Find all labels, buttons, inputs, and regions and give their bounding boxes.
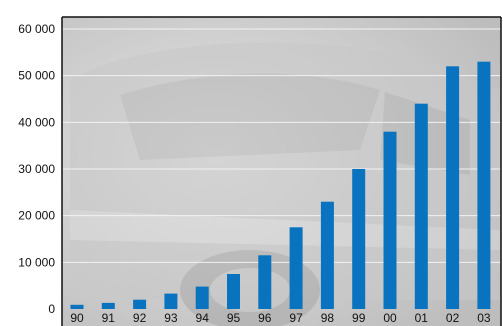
car-photo-background xyxy=(70,42,500,326)
y-tick-label: 30 000 xyxy=(18,162,55,176)
x-tick-label: 03 xyxy=(477,311,491,325)
bar-97 xyxy=(289,227,303,309)
grid xyxy=(62,28,501,263)
y-tick-label: 60 000 xyxy=(18,22,55,36)
x-axis: 90 91 92 93 94 95 96 97 98 99 00 01 02 03 xyxy=(70,311,491,325)
x-tick-label: 00 xyxy=(383,311,397,325)
bar-00 xyxy=(383,131,397,309)
x-tick-label: 02 xyxy=(446,311,460,325)
bar-90 xyxy=(70,304,84,309)
x-tick-label: 95 xyxy=(227,311,241,325)
bar-96 xyxy=(258,255,272,309)
y-tick-label: 40 000 xyxy=(18,115,55,129)
bar-95 xyxy=(227,274,240,309)
bar-03 xyxy=(477,61,491,310)
x-tick-label: 01 xyxy=(415,311,429,325)
x-tick-label: 93 xyxy=(164,311,178,325)
x-tick-label: 98 xyxy=(321,311,335,325)
bar-02 xyxy=(446,66,460,309)
y-tick-label: 10 000 xyxy=(18,255,55,269)
x-tick-label: 97 xyxy=(289,311,303,325)
y-axis: 0 10 000 20 000 30 000 40 000 50 000 60 000 xyxy=(18,22,55,316)
bar-93 xyxy=(164,293,178,309)
bar-98 xyxy=(320,201,334,309)
x-tick-label: 96 xyxy=(258,311,272,325)
y-tick-label: 0 xyxy=(48,302,55,316)
y-tick-label: 50 000 xyxy=(18,69,55,83)
bar-01 xyxy=(414,103,428,309)
x-tick-label: 92 xyxy=(133,311,147,325)
x-tick-label: 94 xyxy=(196,311,210,325)
bar-99 xyxy=(352,169,366,309)
bars xyxy=(70,61,491,310)
bar-91 xyxy=(101,302,115,309)
bar-92 xyxy=(133,299,147,309)
y-tick-label: 20 000 xyxy=(18,209,55,223)
x-tick-label: 91 xyxy=(102,311,116,325)
x-tick-label: 99 xyxy=(352,311,366,325)
x-tick-label: 90 xyxy=(70,311,84,325)
bar-94 xyxy=(195,286,209,309)
